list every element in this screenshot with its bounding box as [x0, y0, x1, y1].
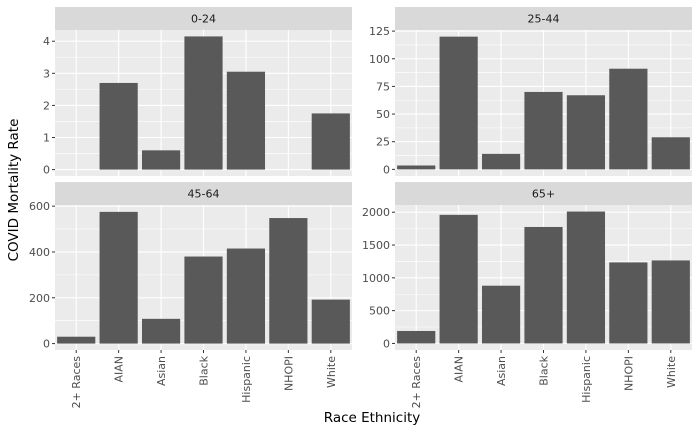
y-tick-label: 0 [43, 338, 50, 351]
y-tick-label: 3 [43, 67, 50, 80]
bar-white [311, 113, 350, 170]
y-tick-label: 50 [376, 108, 390, 121]
facet-strip [55, 7, 352, 30]
facet-panels: 0-24 0 1 2 3 4 25-44 0 25 50 75 100 125 45-64 0 200 400 6… [29, 7, 692, 408]
bar-white [651, 260, 690, 344]
y-axis-title: COVID Mortality Rate [6, 119, 22, 262]
y-tick-label: 1000 [362, 272, 390, 285]
y-tick-label: 75 [376, 80, 390, 93]
x-tick-label: Black [538, 355, 551, 385]
bar-black [184, 256, 223, 344]
y-tick-label: 125 [369, 25, 390, 38]
y-tick-label: 200 [29, 292, 50, 305]
bar-asian [481, 285, 521, 344]
y-tick-label: 1 [43, 131, 50, 144]
x-tick-label: Black [198, 355, 211, 385]
y-tick-label: 1500 [362, 239, 390, 252]
panel-65plus: 65+ 0 500 1000 1500 2000 2+ Races AIAN Asian Blac… [362, 182, 692, 408]
bar-2plus-races [397, 330, 436, 344]
bar-hispanic [226, 71, 266, 170]
x-tick-label: Asian [495, 356, 508, 386]
y-tick-label: 500 [369, 305, 390, 318]
panel-25-44: 25-44 0 25 50 75 100 125 [369, 7, 692, 176]
facet-label: 65+ [532, 188, 555, 201]
x-tick-label: AIAN [453, 356, 466, 383]
y-tick-label: 2 [43, 99, 50, 112]
x-tick-label: Asian [155, 356, 168, 386]
facet-strip [395, 7, 692, 30]
facet-label: 45-64 [188, 188, 220, 201]
facet-strip [55, 182, 352, 205]
y-tick-label: 100 [369, 53, 390, 66]
bar-asian [141, 318, 181, 344]
x-tick-label: Hispanic [580, 356, 593, 403]
x-tick-label: White [665, 356, 678, 388]
bar-aian [99, 82, 138, 170]
x-tick-label: NHOPI [282, 356, 295, 391]
bar-hispanic [226, 248, 266, 344]
x-tick-label: 2+ Races [410, 356, 423, 409]
panel-45-64: 45-64 0 200 400 600 2+ Races AIAN Asian Black His… [29, 182, 352, 408]
y-tick-label: 2000 [362, 206, 390, 219]
bar-aian [439, 36, 478, 170]
bar-black [184, 36, 223, 170]
bar-nhopi [269, 218, 308, 344]
bar-white [651, 137, 690, 170]
bar-hispanic [566, 211, 606, 344]
x-axis-title: Race Ethnicity [324, 410, 421, 426]
y-tick-label: 0 [383, 337, 390, 350]
bar-asian [141, 150, 181, 170]
y-tick-label: 400 [29, 246, 50, 259]
facet-strip [395, 182, 692, 205]
bar-nhopi [609, 68, 648, 170]
x-tick-label: 2+ Races [70, 356, 83, 409]
x-tick-label: White [325, 356, 338, 388]
x-tick-label: AIAN [113, 356, 126, 383]
bar-hispanic [566, 95, 606, 170]
x-tick-label: NHOPI [622, 356, 635, 391]
facet-label: 0-24 [191, 13, 216, 26]
bar-white [311, 299, 350, 344]
bar-2plus-races [397, 165, 436, 170]
bar-2plus-races [57, 336, 96, 344]
x-tick-label: Hispanic [240, 356, 253, 403]
y-tick-label: 0 [383, 163, 390, 176]
y-tick-label: 4 [43, 35, 50, 48]
bar-black [524, 226, 563, 344]
bar-nhopi [609, 262, 648, 344]
facet-label: 25-44 [528, 13, 560, 26]
bar-black [524, 91, 563, 170]
y-tick-label: 25 [376, 136, 390, 149]
bar-asian [481, 153, 521, 170]
bar-aian [439, 214, 478, 344]
panel-0-24: 0-24 0 1 2 3 4 [43, 7, 352, 177]
y-tick-label: 0 [43, 164, 50, 177]
y-tick-label: 600 [29, 200, 50, 213]
bar-aian [99, 211, 138, 344]
